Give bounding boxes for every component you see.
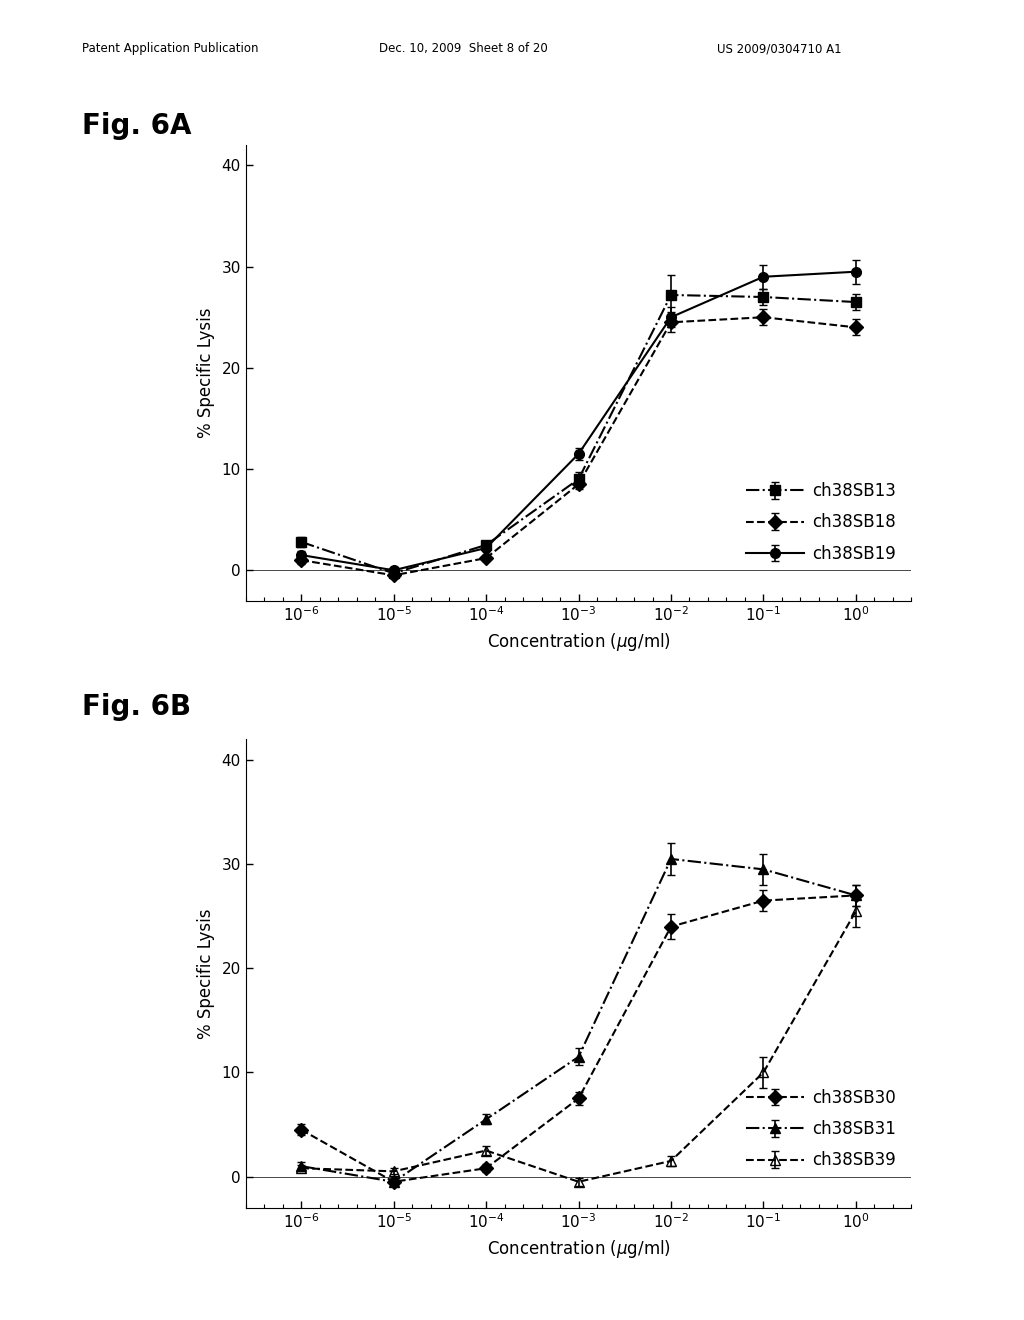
Text: Fig. 6B: Fig. 6B bbox=[82, 693, 191, 721]
Text: Fig. 6A: Fig. 6A bbox=[82, 112, 191, 140]
X-axis label: Concentration ($\mu$g/ml): Concentration ($\mu$g/ml) bbox=[486, 631, 671, 653]
Y-axis label: % Specific Lysis: % Specific Lysis bbox=[197, 908, 215, 1039]
Y-axis label: % Specific Lysis: % Specific Lysis bbox=[197, 308, 215, 438]
Legend: ch38SB13, ch38SB18, ch38SB19: ch38SB13, ch38SB18, ch38SB19 bbox=[739, 475, 903, 569]
Text: US 2009/0304710 A1: US 2009/0304710 A1 bbox=[717, 42, 842, 55]
Text: Patent Application Publication: Patent Application Publication bbox=[82, 42, 258, 55]
Legend: ch38SB30, ch38SB31, ch38SB39: ch38SB30, ch38SB31, ch38SB39 bbox=[739, 1082, 903, 1176]
Text: Dec. 10, 2009  Sheet 8 of 20: Dec. 10, 2009 Sheet 8 of 20 bbox=[379, 42, 548, 55]
X-axis label: Concentration ($\mu$g/ml): Concentration ($\mu$g/ml) bbox=[486, 1238, 671, 1261]
